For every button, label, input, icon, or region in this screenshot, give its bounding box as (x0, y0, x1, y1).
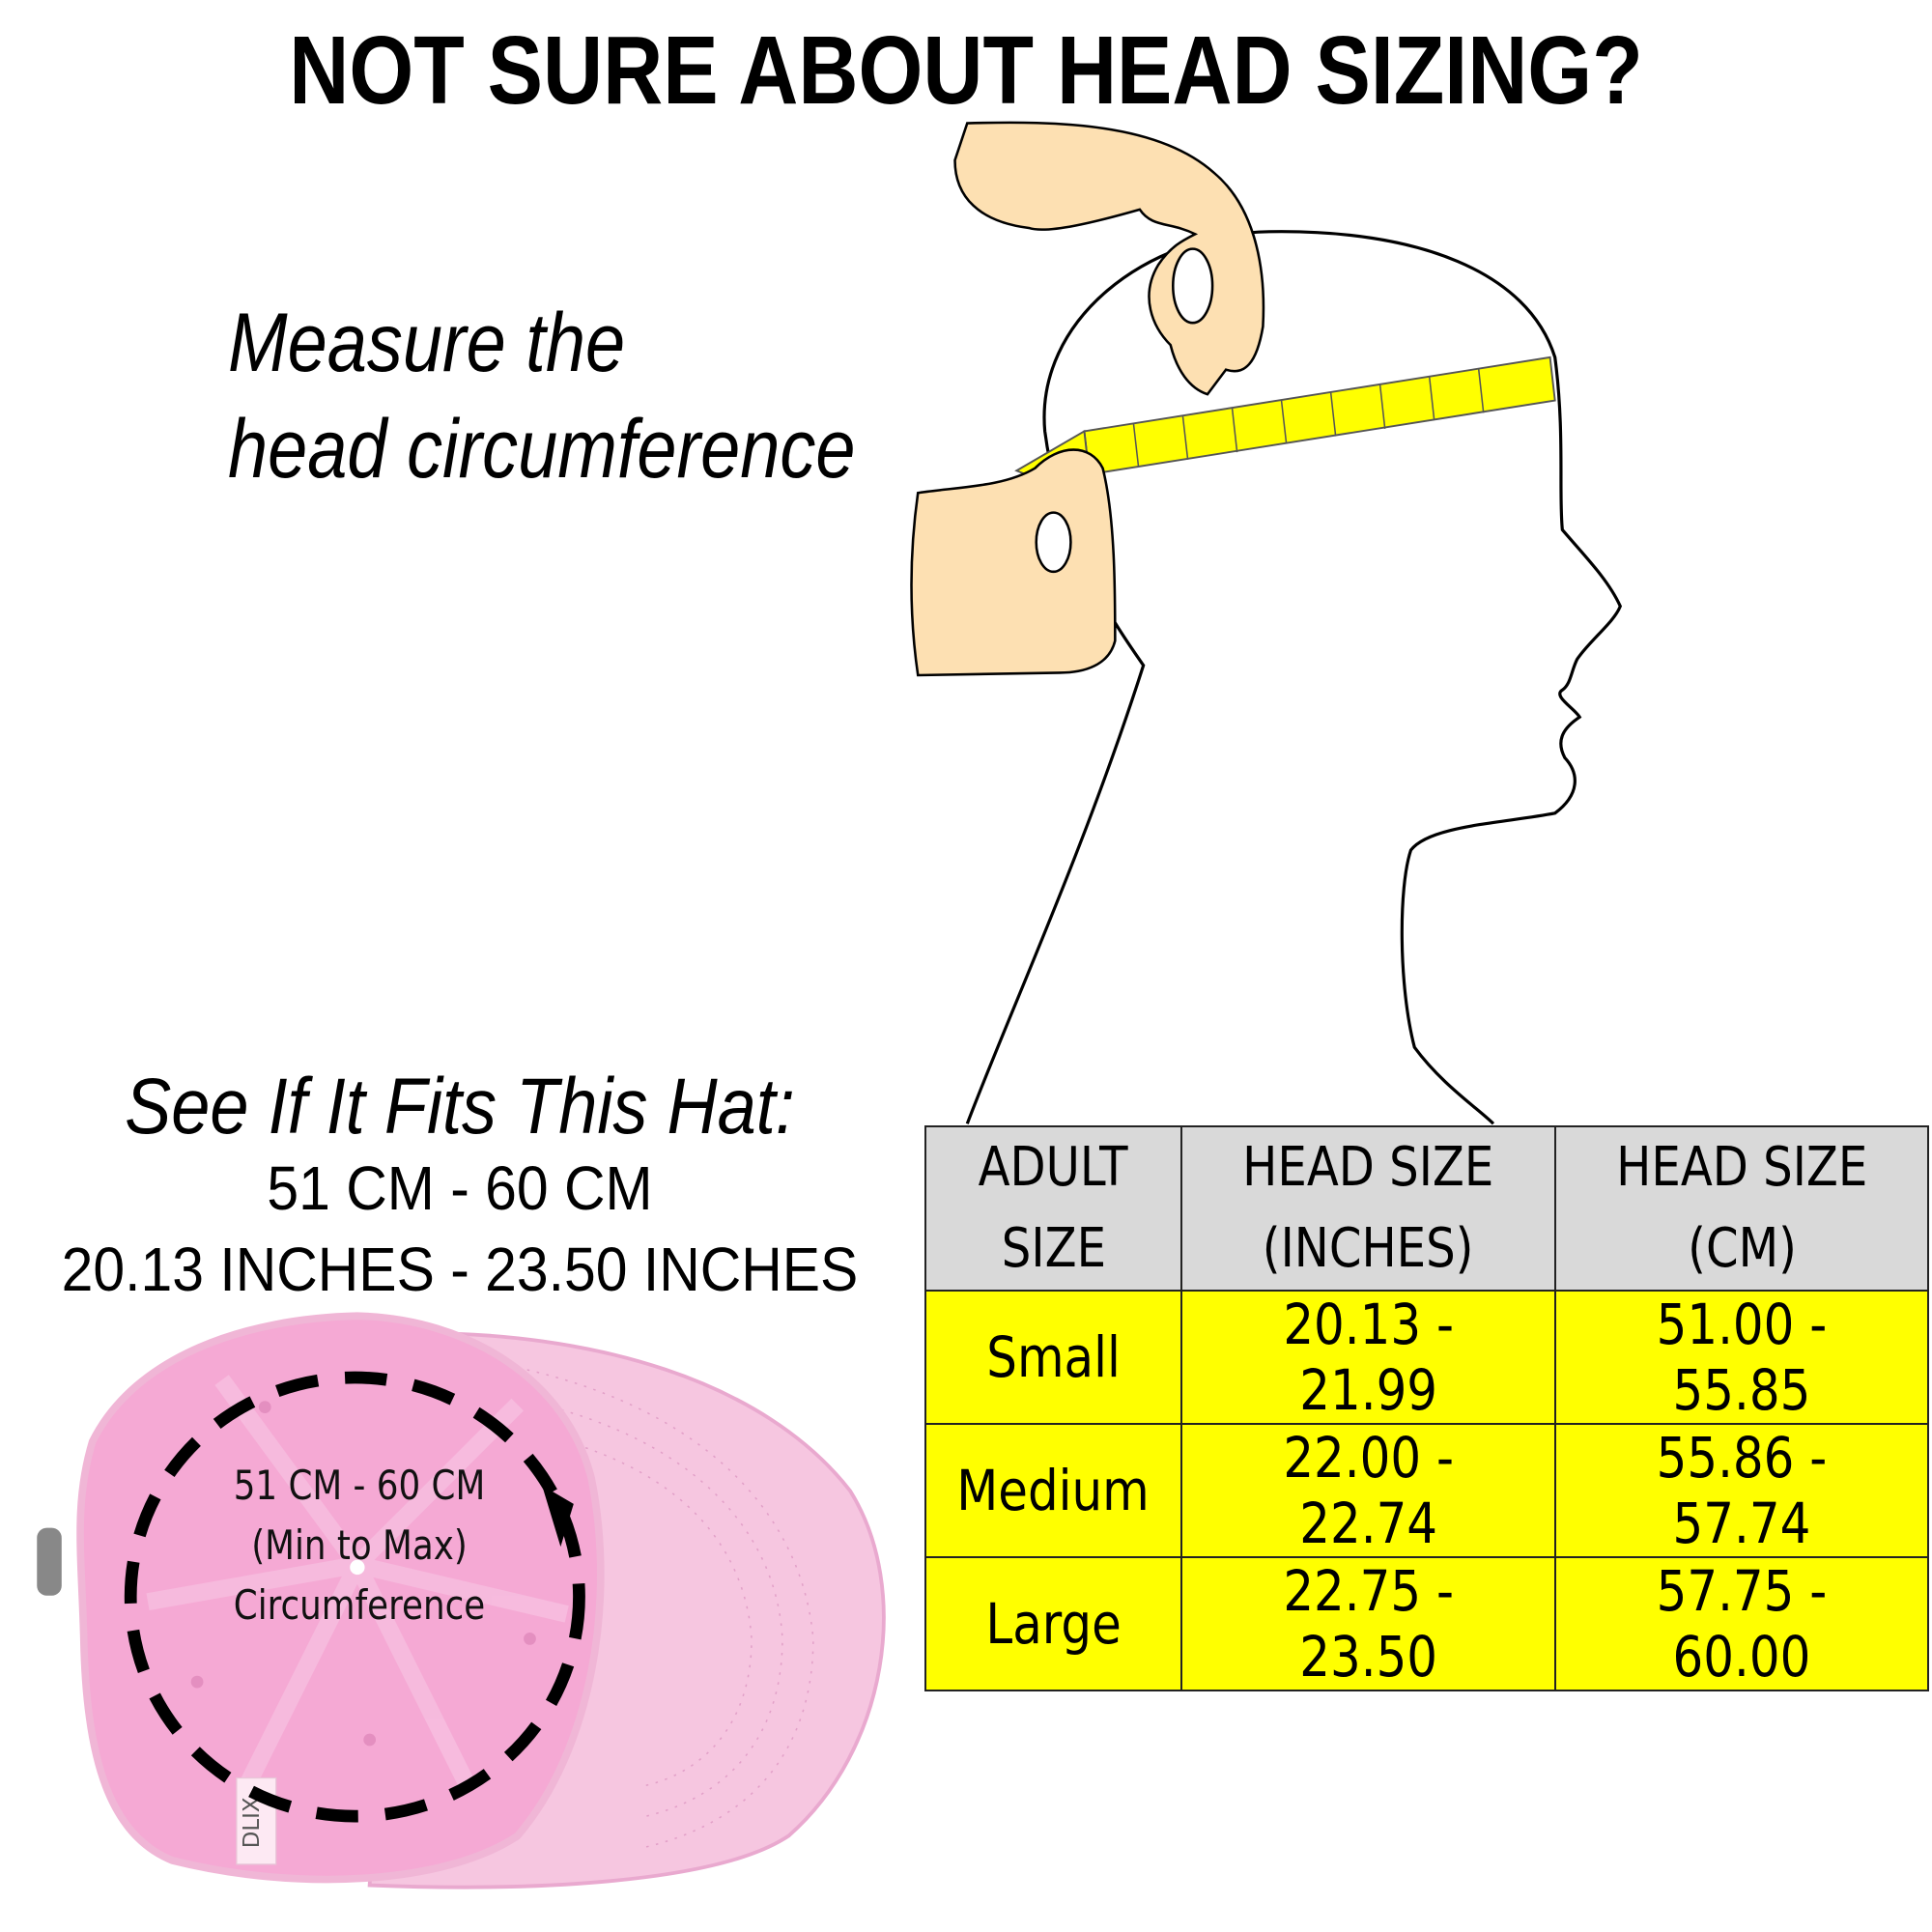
upper-hand (953, 121, 1265, 396)
hat-photo: DLIX (37, 1312, 886, 1889)
inches-cell: 20.13 - 21.99 (1283, 1292, 1454, 1423)
hat-label-circumference: Circumference (233, 1581, 486, 1629)
size-cell: Small (986, 1324, 1121, 1390)
instruction-line-2: head circumference (228, 403, 856, 496)
circumference-dashed-circle (124, 1371, 585, 1823)
header-head-size-inches: HEAD SIZE (INCHES) (1179, 1125, 1557, 1292)
size-cell: Large (985, 1591, 1122, 1657)
hat-tag: DLIX (240, 1797, 265, 1848)
cm-cell: 55.86 - 57.74 (1656, 1425, 1828, 1556)
size-cell: Medium (956, 1458, 1151, 1523)
hat-label-range: 51 CM - 60 CM (233, 1462, 486, 1509)
fit-heading: See If It Fits This Hat: (125, 1063, 795, 1151)
arrow-icon (542, 1485, 574, 1548)
lower-hand (910, 448, 1117, 677)
cm-cell: 57.75 - 60.00 (1656, 1558, 1828, 1690)
page-title: NOT SURE ABOUT HEAD SIZING? (289, 16, 1643, 125)
instruction-line-1: Measure the (228, 297, 626, 389)
cm-cell: 51.00 - 55.85 (1656, 1292, 1828, 1423)
header-adult-size: ADULT SIZE (924, 1125, 1182, 1292)
inches-cell: 22.00 - 22.74 (1283, 1425, 1454, 1556)
fit-inch-range: 20.13 INCHES - 23.50 INCHES (61, 1235, 859, 1304)
inches-cell: 22.75 - 23.50 (1283, 1558, 1454, 1690)
fit-cm-range: 51 CM - 60 CM (267, 1153, 653, 1223)
table-row: Large 22.75 - 23.50 57.75 - 60.00 (924, 1556, 1929, 1691)
table-row: Small 20.13 - 21.99 51.00 - 55.85 (924, 1290, 1929, 1425)
table-header-row: ADULT SIZE HEAD SIZE (INCHES) HEAD SIZE (CM… (924, 1125, 1929, 1292)
strap-buckle (37, 1527, 62, 1596)
hat-label-minmax: (Min to Max) (251, 1521, 468, 1569)
header-head-size-cm: HEAD SIZE (CM) (1554, 1125, 1929, 1292)
table-row: Medium 22.00 - 22.74 55.86 - 57.74 (924, 1423, 1929, 1558)
size-chart-table: ADULT SIZE HEAD SIZE (INCHES) HEAD SIZE (CM… (924, 1125, 1929, 1691)
